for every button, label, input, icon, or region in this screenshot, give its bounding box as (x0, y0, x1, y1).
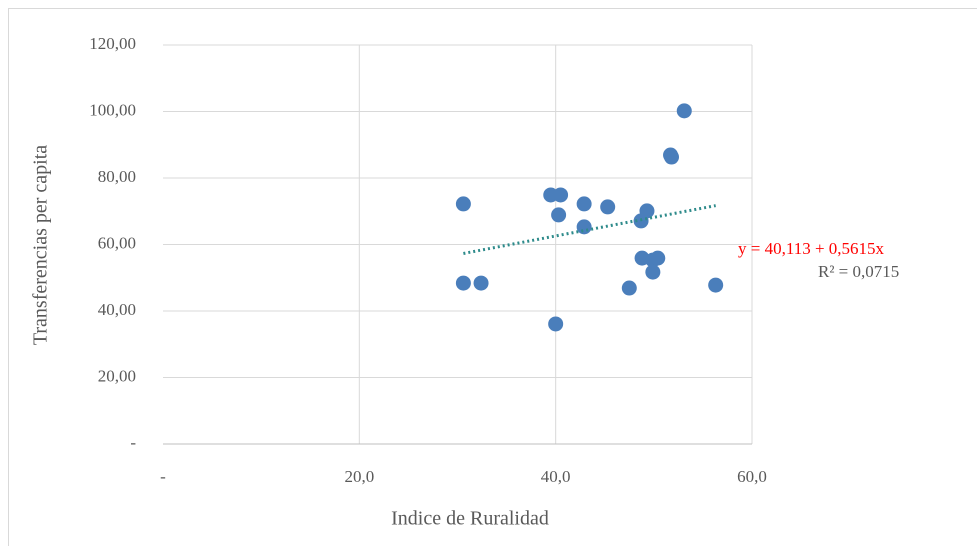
point (650, 250, 666, 266)
y-tick-label: 40,00 (98, 300, 136, 319)
y-tick-label: - (130, 433, 136, 452)
point (621, 280, 637, 296)
x-tick-label: 60,0 (737, 467, 767, 486)
point (600, 199, 616, 215)
point (676, 103, 692, 119)
x-axis-label: Indice de Ruralidad (391, 508, 549, 530)
point (553, 187, 569, 203)
x-tick-label: 20,0 (344, 467, 374, 486)
y-tick-label: 20,00 (98, 366, 136, 385)
point (664, 149, 680, 165)
chart-border (8, 8, 977, 546)
point (576, 219, 592, 235)
point (576, 196, 592, 212)
y-axis-label: Transferencias per capita (30, 145, 52, 345)
y-tick-label: 120,00 (89, 34, 136, 53)
point (708, 277, 724, 293)
y-tick-label: 80,00 (98, 167, 136, 186)
point (473, 275, 489, 291)
y-tick-label: 60,00 (98, 233, 136, 252)
point (551, 207, 567, 223)
trendline-equation: y = 40,113 + 0,5615x (738, 239, 885, 258)
point (455, 275, 471, 291)
x-tick-label: 40,0 (541, 467, 571, 486)
y-tick-label: 100,00 (89, 100, 136, 119)
point (548, 316, 564, 332)
point (639, 203, 655, 219)
x-tick-label: - (160, 467, 166, 486)
point (455, 196, 471, 212)
r-squared: R² = 0,0715 (818, 262, 899, 281)
point (645, 264, 661, 280)
